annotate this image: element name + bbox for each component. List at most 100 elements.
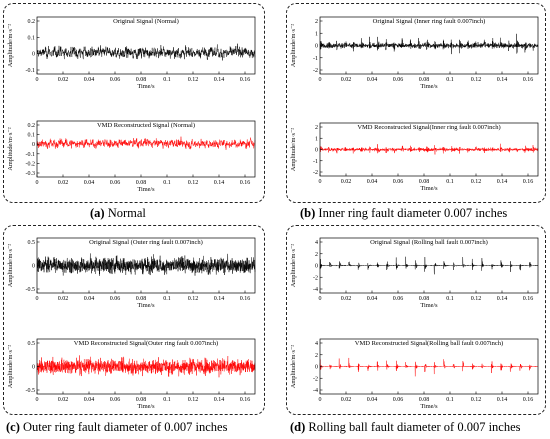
ytick-label: -1 bbox=[313, 159, 318, 165]
ytick-label: -2 bbox=[313, 170, 318, 176]
chart-title-5: Original Signal (Outer ring fault 0.007i… bbox=[89, 239, 203, 246]
ytick-label: -0.2 bbox=[26, 161, 36, 167]
xtick-label: 0.02 bbox=[58, 296, 69, 302]
caption-b-letter: (b) bbox=[300, 206, 316, 220]
ytick-label: -1 bbox=[313, 56, 318, 62]
ytick-label: 2 bbox=[315, 125, 318, 131]
xtick-label: 0.06 bbox=[393, 77, 404, 83]
xtick-label: 0.04 bbox=[84, 296, 95, 302]
xtick-label: 0.16 bbox=[523, 296, 534, 302]
ytick-label: -4 bbox=[313, 388, 318, 394]
x-axis-label-7: Time/s bbox=[420, 302, 438, 309]
y-axis-label-8: Amplitude/m·s⁻² bbox=[290, 345, 297, 388]
chart-2-2: VMD Reconstructed Signal(Inner ring faul… bbox=[290, 122, 539, 192]
xtick-label: 0.1 bbox=[446, 77, 454, 83]
xtick-label: 0.16 bbox=[240, 77, 251, 83]
ytick-label: 2 bbox=[315, 19, 318, 25]
ytick-label: -0.3 bbox=[26, 171, 36, 177]
ytick-label: 4 bbox=[315, 240, 318, 246]
xtick-label: 0.14 bbox=[497, 179, 508, 185]
xtick-label: 0.16 bbox=[240, 296, 251, 302]
ytick-label: 0.1 bbox=[28, 133, 36, 139]
xtick-label: 0.1 bbox=[163, 397, 171, 403]
xtick-label: 0.06 bbox=[110, 77, 121, 83]
xtick-label: 0.06 bbox=[110, 296, 121, 302]
ytick-label: 0 bbox=[32, 52, 35, 58]
xtick-label: 0 bbox=[36, 77, 39, 83]
xtick-label: 0.12 bbox=[471, 397, 482, 403]
xtick-label: 0.12 bbox=[471, 77, 482, 83]
signal-line-5 bbox=[36, 253, 256, 276]
xtick-label: 0.06 bbox=[110, 397, 121, 403]
xtick-label: 0.08 bbox=[136, 77, 147, 83]
chart-title-1: Original Signal (Normal) bbox=[113, 18, 179, 25]
ytick-label: 0.2 bbox=[28, 19, 36, 25]
xtick-label: 0.16 bbox=[240, 397, 251, 403]
chart-3-2: VMD Reconstructed Signal(Outer ring faul… bbox=[7, 338, 256, 410]
ytick-label: 2 bbox=[315, 353, 318, 359]
xtick-label: 0.14 bbox=[497, 77, 508, 83]
ytick-label: 4 bbox=[315, 341, 318, 347]
ytick-label: 0 bbox=[32, 365, 35, 371]
chart-1-1: Original Signal (Normal)0.20.10-0.10 0.02… bbox=[7, 16, 256, 90]
xtick-label: 0.1 bbox=[163, 77, 171, 83]
ytick-label: 0 bbox=[315, 264, 318, 270]
chart-2-1: Original Signal (Inner ring fault 0.007i… bbox=[290, 16, 539, 90]
ytick-label: -0.5 bbox=[26, 287, 36, 293]
xtick-label: 0.16 bbox=[240, 180, 251, 186]
ytick-label: 2 bbox=[315, 252, 318, 258]
xtick-label: 0.14 bbox=[214, 397, 225, 403]
ytick-label: 1 bbox=[315, 136, 318, 142]
xtick-label: 0.02 bbox=[341, 77, 352, 83]
xtick-label: 0.06 bbox=[393, 296, 404, 302]
ytick-label: 0 bbox=[315, 44, 318, 50]
xtick-label: 0.14 bbox=[214, 77, 225, 83]
ytick-label: 0 bbox=[32, 142, 35, 148]
ytick-label: 0.5 bbox=[28, 240, 36, 246]
y-axis-label-6: Amplitude/m·s⁻² bbox=[7, 345, 14, 388]
xtick-label: 0.02 bbox=[341, 397, 352, 403]
xtick-label: 0.1 bbox=[446, 179, 454, 185]
xtick-label: 0.08 bbox=[136, 180, 147, 186]
caption-b: (b) Inner ring fault diameter 0.007 inch… bbox=[300, 206, 507, 221]
xtick-label: 0.02 bbox=[341, 296, 352, 302]
chart-title-6: VMD Reconstructed Signal(Outer ring faul… bbox=[74, 340, 218, 347]
xtick-label: 0.14 bbox=[214, 180, 225, 186]
xtick-label: 0.02 bbox=[341, 179, 352, 185]
xtick-label: 0.14 bbox=[497, 397, 508, 403]
xtick-label: 0.12 bbox=[188, 77, 199, 83]
xtick-label: 0.1 bbox=[163, 296, 171, 302]
xtick-label: 0.16 bbox=[523, 77, 534, 83]
xtick-label: 0.12 bbox=[188, 296, 199, 302]
xtick-label: 0.16 bbox=[523, 397, 534, 403]
xtick-label: 0 bbox=[36, 180, 39, 186]
ytick-label: -2 bbox=[313, 376, 318, 382]
xtick-label: 0 bbox=[36, 397, 39, 403]
y-axis-label-7: Amplitude/m·s⁻² bbox=[290, 244, 297, 287]
signal-line-2 bbox=[36, 136, 256, 150]
ytick-label: 0 bbox=[315, 148, 318, 154]
panel-d-frame bbox=[286, 225, 546, 415]
ytick-label: -0.1 bbox=[26, 152, 36, 158]
ytick-label: 0 bbox=[315, 365, 318, 371]
xtick-label: 0.1 bbox=[163, 180, 171, 186]
xtick-label: 0.08 bbox=[136, 296, 147, 302]
xtick-label: 0.04 bbox=[367, 296, 378, 302]
xtick-label: 0 bbox=[319, 179, 322, 185]
xtick-label: 0.04 bbox=[367, 397, 378, 403]
ytick-label: -4 bbox=[313, 287, 318, 293]
caption-c-text: Outer ring fault diameter of 0.007 inche… bbox=[23, 420, 228, 434]
chart-3-1: Original Signal (Outer ring fault 0.007i… bbox=[7, 237, 256, 309]
xtick-label: 0.04 bbox=[84, 77, 95, 83]
x-axis-label-1: Time/s bbox=[137, 83, 155, 90]
caption-a-text: Normal bbox=[107, 206, 146, 220]
xtick-label: 0.1 bbox=[446, 397, 454, 403]
caption-a-letter: (a) bbox=[90, 206, 105, 220]
ytick-label: -0.1 bbox=[26, 68, 36, 74]
panel-b-frame bbox=[286, 3, 546, 203]
xtick-label: 0.08 bbox=[419, 179, 430, 185]
xtick-label: 0.02 bbox=[58, 180, 69, 186]
chart-title-3: Original Signal (Inner ring fault 0.007i… bbox=[373, 18, 486, 25]
xtick-label: 0 bbox=[319, 77, 322, 83]
